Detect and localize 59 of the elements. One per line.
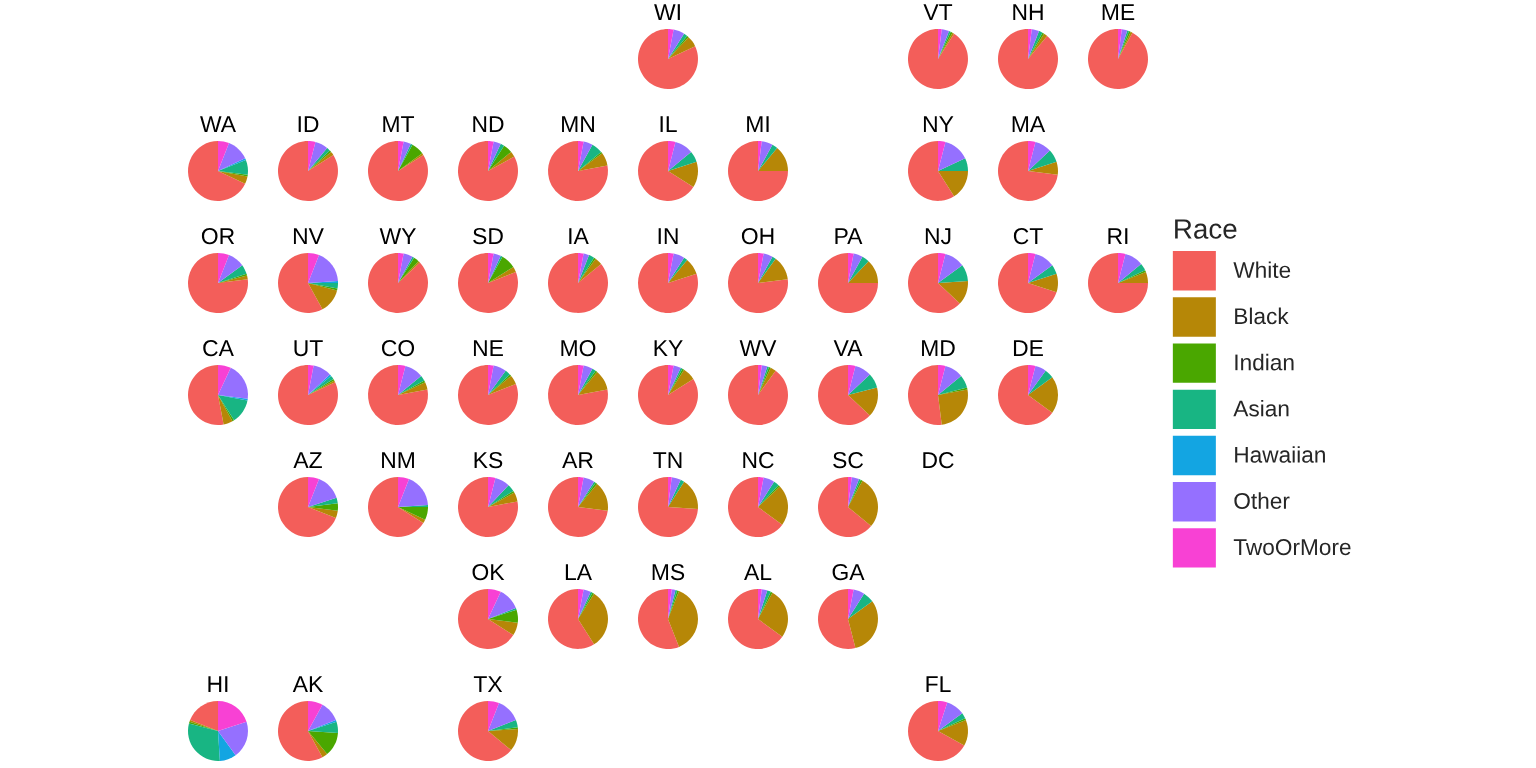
slice-label: RI [1108,228,1128,244]
slice-label: MS [652,563,685,581]
legend-label: Hawaiian [1235,446,1325,463]
slice-label: MN [562,116,594,132]
slice-label: IN [658,228,678,244]
slice-label: NY [923,116,954,132]
slice-label: FL [926,676,951,692]
legend-label: TwoOrMore [1233,539,1351,556]
slice-label: SD [473,227,503,245]
slice-label: AL [744,564,772,580]
legend-title: Race [1175,219,1237,239]
slice-label: ND [473,116,504,132]
slice-label: SC [833,451,864,469]
slice-label: NM [382,452,414,468]
legend-label: Asian [1233,399,1289,417]
slice-label: ME [1102,4,1135,20]
slice-label: MA [1012,116,1046,132]
slice-label: VA [833,340,863,356]
slice-label: TN [653,452,682,468]
slice-label: NH [1013,4,1043,20]
slice-label: MO [561,339,596,357]
slice-label: IL [660,116,677,132]
legend-label: Indian [1235,353,1294,371]
slice-label: KS [474,451,503,469]
slice-label: NV [293,228,324,244]
slice-label: OK [472,563,505,581]
slice-label: OR [201,227,235,245]
slice-label: CO [381,339,415,357]
slice-label: WI [654,4,680,20]
slice-label: TX [473,676,503,692]
slice-label: MI [747,116,769,132]
legend-label: White [1233,261,1291,279]
slice-label: NE [473,340,503,356]
slice-label: WV [739,340,777,356]
slice-label: NJ [925,228,951,245]
legend-label: Other [1234,492,1290,509]
slice-label: DE [1013,340,1043,356]
slice-label: WA [200,116,236,132]
slice-label: MT [383,116,415,132]
slice-label: CT [1013,227,1043,245]
slice-label: IA [569,228,589,244]
slice-label: CA [203,339,234,357]
slice-label: AZ [293,452,322,468]
slice-label: UT [294,340,323,357]
slice-label: VT [923,4,953,20]
legend-label: Black [1235,307,1289,325]
slice-label: HI [208,676,228,692]
slice-label: GA [832,563,865,581]
slice-label: PA [835,228,863,244]
text: DC [923,451,954,469]
slice-label: ID [298,116,319,132]
slice-label: KY [654,340,683,356]
slice-label: AK [292,676,324,692]
slice-label: OH [741,227,774,245]
slice-label: AR [562,452,593,468]
slice-label: MD [922,340,955,356]
slice-label: WY [379,228,416,244]
slice-label: NC [743,451,774,469]
slice-label: LA [565,564,592,580]
